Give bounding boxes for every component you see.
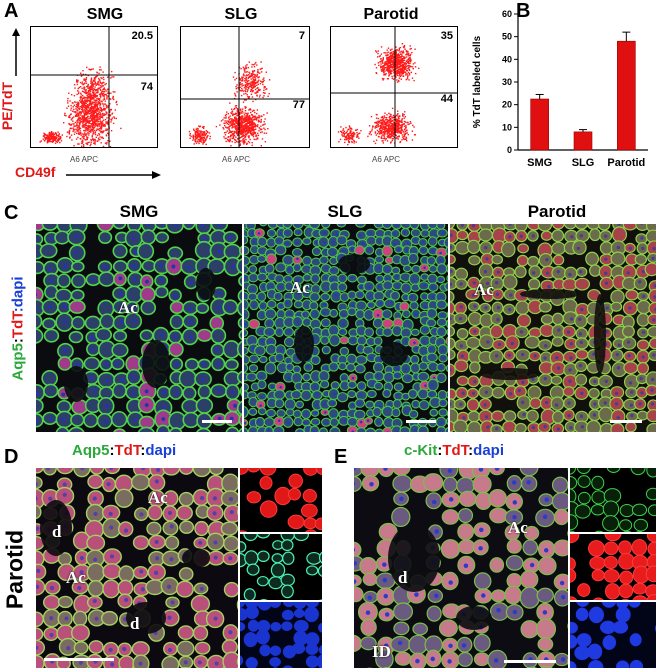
scale-bar (44, 658, 114, 661)
chart-category-label: SLG (572, 157, 595, 169)
chart-ytick-label: 10 (502, 122, 512, 132)
chart-ytick-label: 40 (502, 54, 512, 64)
scale-bar (610, 420, 642, 423)
upper-right-percent: 20.5 (131, 30, 153, 42)
micrograph-c-parotid: Ac (450, 224, 656, 432)
chart-ytick-label: 50 (502, 32, 512, 42)
stain-sep: : (437, 442, 443, 459)
chart-category-label: Parotid (607, 157, 645, 169)
scale-bar (504, 660, 556, 663)
upper-right-percent: 7 (298, 30, 305, 42)
flow-title-parotid: Parotid (363, 6, 419, 23)
stain-label-e: c-Kit:TdT:dapi (404, 442, 504, 459)
col-title-smg: SMG (119, 202, 159, 221)
micrograph-e-dapi (570, 602, 656, 668)
duct-label: d (52, 522, 62, 541)
flow-plot-parotid: 35 44 (330, 26, 458, 148)
chart-category-label: SMG (527, 157, 552, 169)
side-label-text: Parotid (1, 529, 28, 610)
micrograph-e-ckit (570, 468, 656, 532)
chart-bar-smg (530, 98, 549, 151)
chart-bar-slg (573, 131, 593, 151)
side-label-parotid: Parotid (0, 470, 34, 670)
chart-ytick-label: 60 (502, 9, 512, 19)
scale-bar (406, 420, 436, 423)
bar-chart: % TdT labeled cells 0 10 20 30 40 50 60 SMG SLG Pa… (472, 9, 648, 169)
chart-ytick-label: 20 (502, 100, 512, 110)
panel-a-letter: A (4, 0, 19, 22)
chart-ylabel: % TdT labeled cells (472, 35, 483, 128)
acinus-label: Ac (290, 278, 310, 297)
scatter-dots (337, 43, 420, 146)
stain-tdt: TdT (9, 312, 27, 339)
flow-xlabel-parotid: A6 APC (372, 155, 401, 164)
acinus-label: Ac (66, 568, 86, 587)
micrograph-e-main: Ac d ID (354, 468, 568, 668)
stain-sep: : (109, 442, 115, 459)
x-arrow-icon (66, 171, 161, 179)
flow-plot-slg: 7 77 (180, 26, 310, 148)
chart-bar-parotid (617, 40, 636, 151)
x-axis-label: CD49f (15, 164, 56, 180)
duct-label: d (398, 568, 408, 587)
panel-d-letter: D (4, 446, 19, 468)
flow-xlabel-slg: A6 APC (222, 155, 251, 164)
stain-label-d: Aqp5:TdT:dapi (72, 442, 176, 459)
micrograph-d-tdt (240, 468, 322, 532)
intercalated-duct-label: ID (372, 642, 391, 661)
stain-sep: : (9, 338, 27, 344)
stain-aqp5: Aqp5 (9, 343, 27, 381)
stain-label-c: Aqp5:TdT:dapi (2, 228, 32, 432)
scale-bar (202, 420, 232, 423)
flow-plot-smg: 20.5 74 (30, 26, 158, 148)
panel-e-letter: E (334, 446, 348, 468)
flow-title-slg: SLG (224, 6, 258, 23)
lower-right-percent: 77 (292, 99, 305, 111)
micrograph-d-dapi (240, 602, 322, 668)
micrograph-e-tdt (570, 534, 656, 600)
lower-right-percent: 44 (440, 93, 453, 105)
micrograph-d-main: Ac Ac d d (36, 468, 238, 668)
lower-right-percent: 74 (140, 81, 153, 93)
upper-right-percent: 35 (440, 30, 453, 42)
chart-ytick-label: 0 (507, 145, 512, 155)
acinus-label: Ac (508, 518, 528, 537)
micrograph-c-smg: Ac (36, 224, 242, 432)
y-arrow-icon (12, 28, 20, 76)
stain-sep: : (468, 442, 474, 459)
acinus-label: Ac (148, 488, 168, 507)
acinus-label: Ac (474, 280, 494, 299)
duct-label: d (130, 614, 140, 633)
micrograph-c-slg: Ac (244, 224, 448, 432)
flow-title-smg: SMG (86, 6, 124, 23)
acinus-label: Ac (118, 298, 138, 317)
panel-c-letter: C (4, 202, 19, 224)
col-title-slg: SLG (327, 202, 363, 221)
stain-dapi: dapi (145, 442, 177, 459)
stain-aqp5: Aqp5 (72, 442, 110, 459)
stain-dapi: :dapi (9, 276, 27, 313)
stain-tdt: TdT (114, 442, 141, 459)
panel-b-letter: B (516, 0, 531, 22)
stain-dapi: dapi (473, 442, 505, 459)
stain-ckit: c-Kit (404, 442, 438, 459)
stain-sep: : (140, 442, 146, 459)
flow-xlabel-smg: A6 APC (70, 155, 99, 164)
scatter-dots (188, 61, 271, 147)
micrograph-d-aqp5 (240, 534, 322, 600)
col-title-parotid: Parotid (527, 202, 587, 221)
chart-ytick-label: 30 (502, 77, 512, 87)
stain-tdt: TdT (442, 442, 469, 459)
